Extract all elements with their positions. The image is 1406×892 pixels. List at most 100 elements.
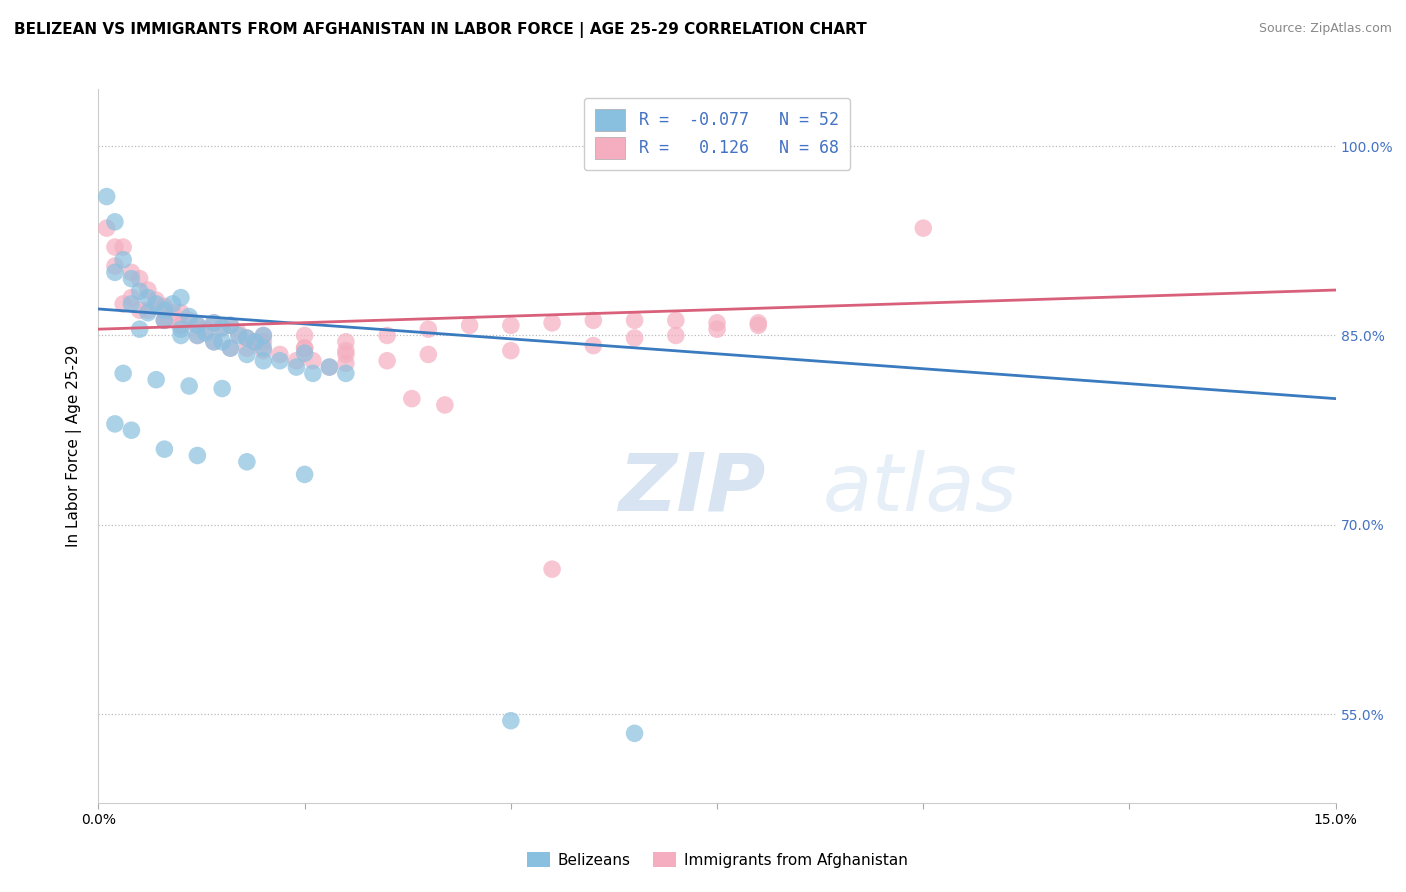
Point: [194, 326, 217, 340]
Point: [252, 341, 274, 355]
Y-axis label: In Labor Force | Age 25-29: In Labor Force | Age 25-29: [66, 345, 83, 547]
Point: [112, 297, 135, 311]
Point: [219, 318, 242, 333]
Point: [335, 356, 357, 370]
Point: [335, 347, 357, 361]
Point: [623, 313, 645, 327]
Point: [236, 455, 259, 469]
Point: [162, 297, 184, 311]
Point: [128, 322, 150, 336]
Point: [153, 300, 176, 314]
Point: [623, 331, 645, 345]
Point: [219, 341, 242, 355]
Point: [112, 240, 135, 254]
Point: [186, 318, 208, 333]
Point: [302, 353, 325, 368]
Point: [747, 316, 769, 330]
Point: [104, 417, 127, 431]
Point: [335, 334, 357, 349]
Point: [401, 392, 423, 406]
Point: [202, 334, 225, 349]
Point: [153, 313, 176, 327]
Point: [162, 306, 184, 320]
Point: [236, 347, 259, 361]
Point: [186, 318, 208, 333]
Point: [96, 221, 118, 235]
Point: [433, 398, 456, 412]
Point: [706, 316, 728, 330]
Point: [128, 285, 150, 299]
Legend: Belizeans, Immigrants from Afghanistan: Belizeans, Immigrants from Afghanistan: [520, 846, 914, 873]
Point: [120, 423, 142, 437]
Point: [179, 310, 201, 324]
Text: BELIZEAN VS IMMIGRANTS FROM AFGHANISTAN IN LABOR FORCE | AGE 25-29 CORRELATION C: BELIZEAN VS IMMIGRANTS FROM AFGHANISTAN …: [14, 22, 868, 38]
Point: [236, 341, 259, 355]
Point: [252, 353, 274, 368]
Point: [211, 334, 233, 349]
Point: [112, 367, 135, 381]
Point: [294, 467, 316, 482]
Point: [269, 347, 291, 361]
Point: [318, 360, 340, 375]
Point: [243, 334, 266, 349]
Point: [665, 328, 688, 343]
Point: [153, 442, 176, 457]
Point: [153, 303, 176, 318]
Point: [136, 283, 159, 297]
Point: [170, 318, 193, 333]
Point: [120, 271, 142, 285]
Point: [294, 341, 316, 355]
Point: [136, 291, 159, 305]
Point: [186, 328, 208, 343]
Point: [136, 306, 159, 320]
Point: [219, 341, 242, 355]
Point: [747, 318, 769, 333]
Point: [335, 343, 357, 358]
Point: [285, 360, 308, 375]
Point: [236, 331, 259, 345]
Point: [418, 322, 440, 336]
Point: [582, 313, 605, 327]
Point: [252, 328, 274, 343]
Point: [285, 353, 308, 368]
Point: [375, 328, 398, 343]
Point: [96, 189, 118, 203]
Point: [104, 259, 127, 273]
Point: [499, 318, 522, 333]
Point: [194, 322, 217, 336]
Point: [211, 321, 233, 335]
Point: [499, 714, 522, 728]
Text: ZIP: ZIP: [619, 450, 765, 528]
Point: [458, 318, 481, 333]
Point: [252, 328, 274, 343]
Point: [541, 316, 564, 330]
Point: [179, 379, 201, 393]
Point: [418, 347, 440, 361]
Point: [252, 343, 274, 358]
Point: [170, 306, 193, 320]
Point: [145, 293, 167, 307]
Point: [302, 367, 325, 381]
Point: [170, 318, 193, 333]
Point: [170, 328, 193, 343]
Point: [318, 360, 340, 375]
Point: [252, 334, 274, 349]
Point: [153, 313, 176, 327]
Point: [202, 334, 225, 349]
Point: [186, 449, 208, 463]
Point: [211, 321, 233, 335]
Point: [912, 221, 935, 235]
Point: [202, 316, 225, 330]
Point: [104, 215, 127, 229]
Point: [211, 382, 233, 396]
Point: [120, 291, 142, 305]
Point: [128, 303, 150, 318]
Point: [541, 562, 564, 576]
Point: [120, 297, 142, 311]
Point: [202, 316, 225, 330]
Point: [219, 318, 242, 333]
Point: [582, 338, 605, 352]
Point: [170, 322, 193, 336]
Point: [335, 367, 357, 381]
Point: [623, 726, 645, 740]
